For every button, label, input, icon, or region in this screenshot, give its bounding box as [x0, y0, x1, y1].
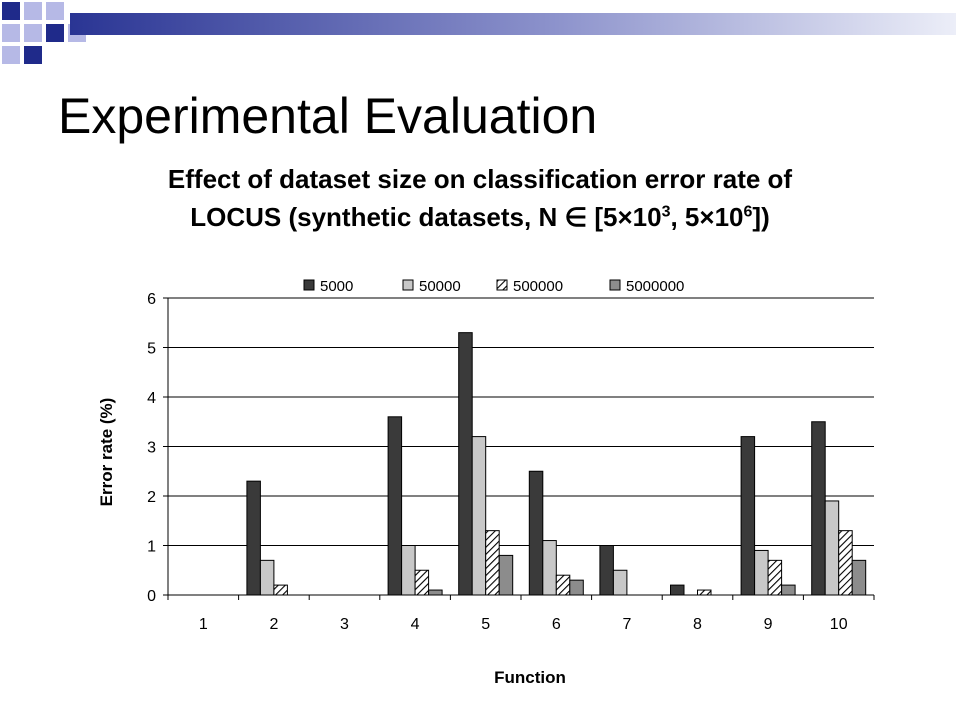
legend: 5000 50000 500000 5000000	[303, 278, 684, 295]
x-tick-label: 8	[693, 616, 702, 633]
bar	[485, 530, 500, 596]
bar	[599, 545, 614, 596]
decor-square-2	[24, 2, 42, 20]
bar	[754, 549, 769, 596]
bar	[838, 530, 853, 596]
bar	[498, 554, 514, 596]
times-symbol: ×	[699, 202, 715, 232]
slide-title: Experimental Evaluation	[58, 88, 598, 144]
bar	[542, 540, 557, 596]
decor-square-8	[24, 46, 42, 64]
decor-square-7	[2, 46, 20, 64]
y-tick-label: 6	[147, 291, 156, 308]
gridlines	[168, 297, 874, 546]
bar	[781, 584, 796, 596]
bar	[458, 332, 473, 596]
x-tick-label: 10	[830, 616, 848, 633]
y-tick-label: 0	[147, 588, 156, 605]
y-tick-label: 2	[147, 489, 156, 506]
axes: 0 1 2 3 4 5 6 1 2 3 4 5 6 7 8 9 10	[147, 291, 875, 633]
bar	[471, 436, 487, 596]
bar	[670, 584, 685, 596]
x-tick-label: 6	[552, 616, 561, 633]
bar	[387, 416, 403, 596]
bar	[428, 589, 443, 596]
bar	[273, 584, 288, 596]
subtitle-text-b: [5	[587, 202, 618, 232]
legend-label: 500000	[513, 278, 563, 295]
decor-square-3	[46, 2, 64, 20]
legend-label: 5000000	[626, 278, 684, 295]
x-tick-label: 1	[199, 616, 208, 633]
y-axis-label: Error rate (%)	[97, 398, 116, 507]
bar	[851, 559, 867, 596]
legend-label: 50000	[419, 278, 461, 295]
bar	[740, 436, 756, 596]
subtitle-text-c: , 5	[670, 202, 700, 232]
y-tick-label: 1	[147, 539, 156, 556]
bar	[697, 589, 712, 596]
x-tick-label: 2	[269, 616, 278, 633]
bar	[767, 559, 783, 596]
legend-swatch	[496, 279, 508, 291]
subtitle-text-d: ])	[752, 202, 770, 232]
y-tick-label: 3	[147, 440, 156, 457]
subtitle-text-a: LOCUS (synthetic datasets, N	[190, 202, 565, 232]
legend-swatch	[609, 279, 621, 291]
times-symbol: ×	[617, 202, 633, 232]
bar	[811, 421, 826, 596]
decor-square-4	[2, 24, 20, 42]
decor-square-5	[24, 24, 42, 42]
title-rule	[70, 13, 956, 35]
bar	[414, 569, 430, 596]
element-of-symbol: ∈	[564, 202, 588, 232]
subtitle-line-1: Effect of dataset size on classification…	[167, 164, 793, 194]
subtitle-line-2: LOCUS (synthetic datasets, N ∈ [5×103, 5…	[40, 198, 920, 236]
bar	[555, 574, 571, 596]
decor-square-6	[46, 24, 64, 42]
bars	[246, 332, 867, 596]
bar	[612, 569, 628, 596]
bar	[528, 470, 544, 596]
bar	[401, 545, 416, 596]
power-base: 10	[714, 202, 744, 232]
bar	[259, 559, 275, 596]
power-base: 10	[632, 202, 662, 232]
legend-swatch	[402, 279, 414, 291]
x-tick-label: 7	[622, 616, 631, 633]
slide-subtitle: Effect of dataset size on classification…	[40, 160, 920, 236]
power-exponent: 3	[661, 203, 671, 221]
legend-label: 5000	[320, 278, 353, 295]
legend-swatch	[303, 279, 315, 291]
x-tick-label: 3	[340, 616, 349, 633]
x-tick-label: 4	[411, 616, 420, 633]
decor-square-1	[2, 2, 20, 20]
power-exponent: 6	[743, 203, 753, 221]
y-tick-label: 4	[147, 390, 156, 407]
bar	[569, 579, 584, 596]
bar	[824, 500, 840, 596]
x-tick-label: 9	[764, 616, 773, 633]
x-tick-label: 5	[481, 616, 490, 633]
bar	[246, 480, 261, 596]
y-tick-label: 5	[147, 341, 156, 358]
x-axis-label: Function	[494, 668, 566, 687]
